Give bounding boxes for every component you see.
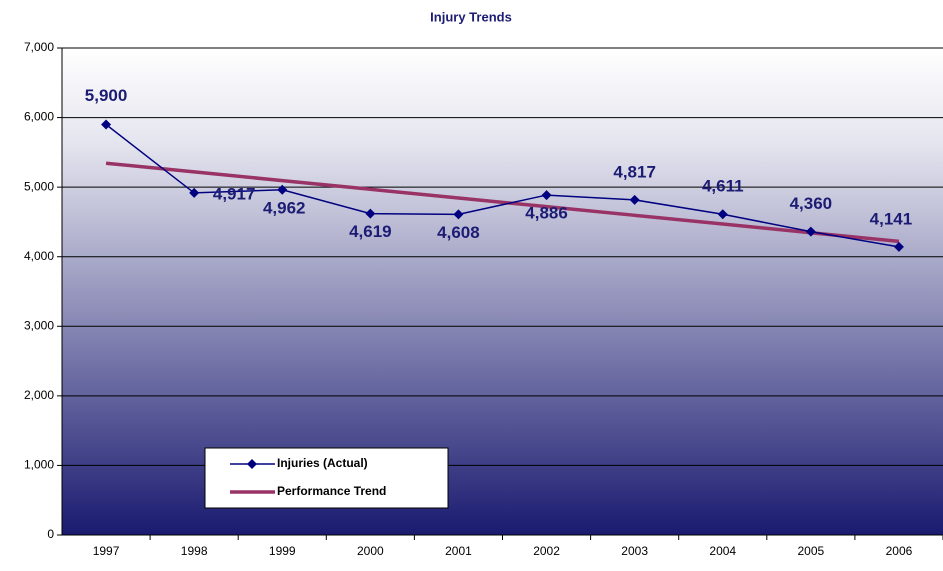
y-tick-label: 6,000 [24,110,54,124]
x-tick-label: 2005 [797,544,824,558]
marker [101,119,112,130]
data-line [105,123,900,248]
legend-marker [247,459,257,469]
x-tick-label: 2004 [709,544,736,558]
y-tick-label: 5,000 [24,179,54,193]
y-tick-label: 7,000 [24,40,54,54]
legend-box [204,447,449,509]
marker [189,187,200,198]
x-tick-label: 1997 [93,544,120,558]
data-label: 5,900 [85,86,128,105]
x-tick-label: 2006 [886,544,913,558]
marker [629,194,640,205]
y-tick-label: 4,000 [24,249,54,263]
x-tick-label: 2000 [357,544,384,558]
y-tick-label: 2,000 [24,388,54,402]
legend-label: Performance Trend [277,484,386,498]
marker [717,209,728,220]
x-tick-label: 2001 [445,544,472,558]
x-tick-label: 1998 [181,544,208,558]
x-tick-label: 2002 [533,544,560,558]
data-label: 4,360 [790,194,833,213]
plot-area [62,48,943,535]
data-label: 4,611 [702,177,744,196]
data-label: 4,886 [525,204,568,223]
y-tick-label: 3,000 [24,318,54,332]
marker [277,184,288,195]
marker [365,208,376,219]
data-label: 4,817 [613,162,656,181]
legend-label: Injuries (Actual) [277,456,368,470]
y-tick-label: 0 [47,527,54,541]
x-tick-label: 1999 [269,544,296,558]
data-label: 4,141 [870,209,913,228]
marker [805,226,816,237]
trend-line [105,161,900,244]
marker [893,241,904,252]
x-tick-label: 2003 [621,544,648,558]
data-label: 4,962 [263,198,306,217]
data-label: 4,619 [349,222,392,241]
data-label: 4,917 [213,184,256,203]
y-tick-label: 1,000 [24,458,54,472]
data-label: 4,608 [437,223,480,242]
marker [453,209,464,220]
chart-title: Injury Trends [430,9,512,24]
marker [541,190,552,201]
